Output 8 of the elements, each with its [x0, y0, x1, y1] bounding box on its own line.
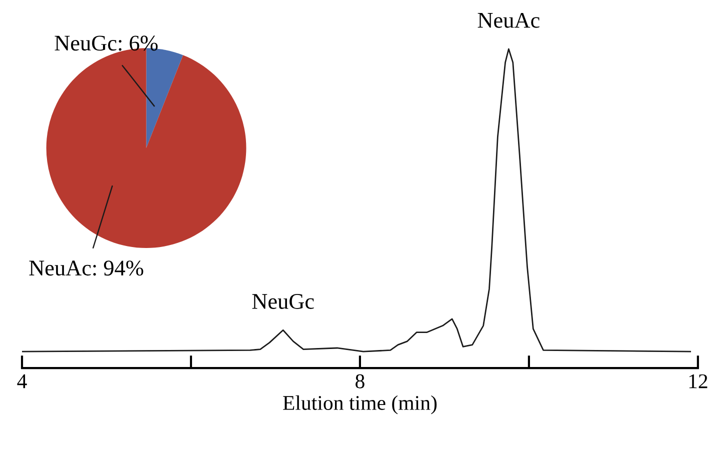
- x-tick-label: 4: [17, 374, 27, 388]
- x-tick-label: 12: [689, 374, 708, 388]
- slice-label: NeuAc: 94%: [29, 260, 144, 276]
- slice-label: NeuGc: 6%: [54, 36, 158, 51]
- x-axis-title: Elution time (min): [283, 395, 437, 414]
- annotation: NeuGc: [252, 294, 314, 309]
- x-tick-label: 8: [356, 374, 364, 388]
- annotation: NeuAc: [478, 12, 540, 28]
